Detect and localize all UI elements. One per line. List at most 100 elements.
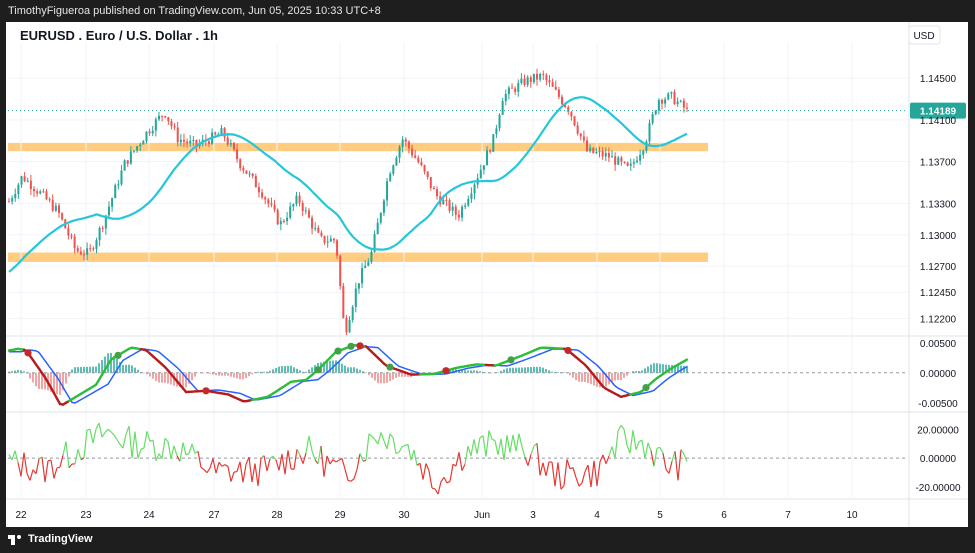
macd-histogram-bar — [233, 372, 235, 378]
macd-histogram-bar — [533, 366, 535, 373]
macd-histogram-bar — [209, 372, 211, 374]
oscillator-segment — [374, 439, 379, 445]
chart-svg[interactable]: EURUSD . Euro / U.S. Dollar . 1h USD 1.1… — [6, 22, 968, 527]
oscillator-segment — [401, 444, 406, 448]
macd-histogram-bar — [149, 372, 151, 377]
macd-histogram-bar — [110, 352, 112, 373]
oscillator-segment — [488, 430, 493, 440]
oscillator-segment — [281, 454, 286, 475]
publisher-text: TimothyFigueroa published on TradingView… — [8, 5, 381, 17]
macd-histogram-bar — [71, 369, 73, 373]
candle-body — [45, 191, 48, 200]
oscillator-segment — [335, 459, 340, 463]
macd-histogram-bar — [35, 372, 37, 387]
macd-histogram-bar — [521, 367, 523, 373]
candle-body — [148, 131, 151, 134]
macd-histogram-bar — [491, 372, 493, 374]
candle-body — [651, 114, 654, 124]
macd-histogram-bar — [362, 371, 364, 373]
candle-body — [251, 173, 254, 177]
oscillator-segment — [227, 466, 232, 482]
macd-histogram-bar — [32, 372, 34, 383]
macd-histogram-bar — [20, 370, 22, 373]
oscillator-segment — [677, 449, 682, 481]
macd-histogram-bar — [575, 372, 577, 381]
oscillator-segment — [83, 430, 88, 459]
candle-body — [595, 152, 598, 154]
publisher-bar: TimothyFigueroa published on TradingView… — [0, 0, 975, 22]
candle-body — [579, 133, 582, 137]
oscillator-segment — [167, 441, 172, 459]
oscillator-segment — [437, 481, 442, 495]
macd-histogram-bar — [350, 367, 352, 373]
candle-body — [267, 199, 270, 204]
macd-histogram-bar — [191, 372, 193, 381]
candle-body — [132, 150, 135, 152]
candle-body — [436, 189, 439, 197]
candle-body — [226, 137, 229, 145]
macd-crossover-dot — [114, 351, 122, 359]
macd-histogram-bar — [452, 369, 454, 373]
macd-histogram-bar — [344, 365, 346, 373]
candle-body — [520, 78, 523, 84]
x-tick-label: Jun — [474, 510, 490, 521]
oscillator-segment — [674, 451, 679, 481]
candle-body — [70, 235, 73, 237]
macd-histogram-bar — [248, 372, 250, 377]
candle-body — [101, 227, 104, 229]
candle-body — [461, 206, 464, 218]
oscillator-segment — [362, 459, 367, 462]
macd-histogram-bar — [467, 370, 469, 373]
macd-histogram-bar — [329, 360, 331, 373]
candle-body — [242, 168, 245, 171]
footer-bar: TradingView — [0, 527, 975, 553]
oscillator-segment — [413, 449, 418, 466]
oscillator-segment — [143, 431, 148, 449]
macd-histogram-bar — [539, 366, 541, 373]
candle-body — [48, 199, 51, 201]
candle-body — [504, 93, 507, 102]
macd-histogram-bar — [311, 367, 313, 373]
oscillator-segment — [17, 462, 22, 477]
moving-average-line — [8, 96, 688, 273]
oscillator-segment — [74, 449, 79, 465]
macd-histogram-bar — [158, 372, 160, 383]
oscillator-tick-label: -20.00000 — [915, 483, 960, 494]
oscillator-segment — [593, 460, 598, 486]
candle-body — [607, 153, 610, 158]
oscillator-segment — [26, 473, 31, 481]
macd-histogram-bar — [146, 372, 148, 375]
macd-histogram-bar — [323, 361, 325, 373]
oscillator-segment — [134, 431, 139, 459]
macd-histogram-bar — [290, 365, 292, 373]
macd-histogram-bar — [581, 372, 583, 382]
candle-body — [635, 160, 639, 163]
macd-histogram-bar — [683, 365, 685, 373]
macd-histogram-bar — [122, 364, 124, 373]
oscillator-segment — [497, 438, 502, 455]
macd-histogram-bar — [524, 367, 526, 373]
candle-body — [570, 111, 573, 117]
oscillator-segment — [608, 446, 613, 457]
oscillator-segment — [443, 477, 448, 484]
candle-body — [373, 234, 376, 252]
oscillator-segment — [77, 449, 82, 460]
candle-body — [414, 155, 417, 158]
macd-histogram-bar — [638, 371, 640, 373]
oscillator-segment — [683, 454, 688, 462]
candle-body — [670, 91, 673, 94]
candle-body — [557, 89, 560, 97]
oscillator-segment — [581, 471, 586, 484]
macd-tick-label: -0.00500 — [918, 399, 958, 410]
candle-body — [314, 227, 317, 229]
oscillator-segment — [53, 467, 58, 479]
macd-histogram-bar — [224, 372, 226, 376]
chart-panel[interactable]: EURUSD . Euro / U.S. Dollar . 1h USD 1.1… — [6, 22, 968, 527]
oscillator-segment — [596, 461, 601, 486]
candle-body — [332, 238, 335, 241]
macd-histogram-bar — [161, 372, 163, 383]
oscillator-segment — [131, 431, 136, 458]
tradingview-logo[interactable]: TradingView — [8, 533, 93, 545]
candle-body — [7, 201, 11, 203]
oscillator-segment — [356, 453, 361, 470]
